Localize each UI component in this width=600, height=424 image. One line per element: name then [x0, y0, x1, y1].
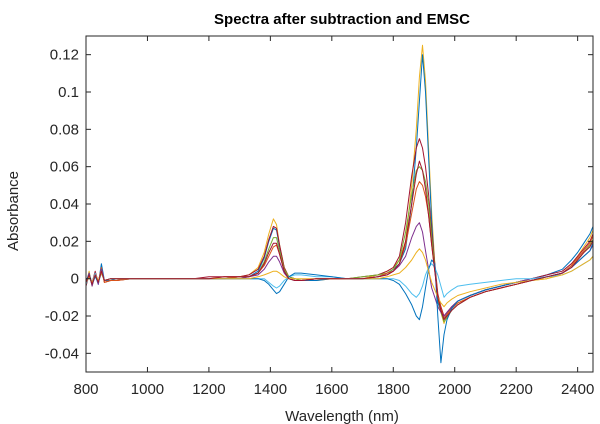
y-tick-label: -0.02 [45, 308, 79, 325]
x-tick-label: 2200 [499, 381, 532, 398]
y-tick-label: 0.12 [50, 47, 79, 64]
x-tick-label: 800 [73, 381, 98, 398]
y-tick-label: 0.08 [50, 121, 79, 138]
y-tick-label: -0.04 [45, 345, 79, 362]
x-tick-label: 1400 [254, 381, 287, 398]
y-tick-label: 0.04 [50, 196, 79, 213]
x-tick-label: 1600 [315, 381, 348, 398]
x-axis-label: Wavelength (nm) [285, 408, 399, 424]
series-layer [85, 44, 594, 364]
y-tick-label: 0.1 [58, 84, 79, 101]
y-axis-label: Absorbance [5, 171, 22, 251]
x-axis-ticks: 800 1000 1200 1400 1600 1800 2000 2200 2400 [73, 36, 594, 398]
x-tick-label: 1000 [131, 381, 164, 398]
y-tick-label: 0.06 [50, 159, 79, 176]
x-tick-label: 1800 [377, 381, 410, 398]
spectrum-line-10 [85, 160, 594, 321]
chart-title: Spectra after subtraction and EMSC [214, 11, 470, 28]
x-tick-label: 2000 [438, 381, 471, 398]
y-tick-label: 0 [71, 271, 79, 288]
y-axis-ticks: -0.04 -0.02 0 0.02 0.04 0.06 0.08 0.1 0.12 [45, 47, 593, 362]
x-tick-label: 2400 [561, 381, 594, 398]
y-tick-label: 0.02 [50, 233, 79, 250]
x-tick-label: 1200 [192, 381, 225, 398]
